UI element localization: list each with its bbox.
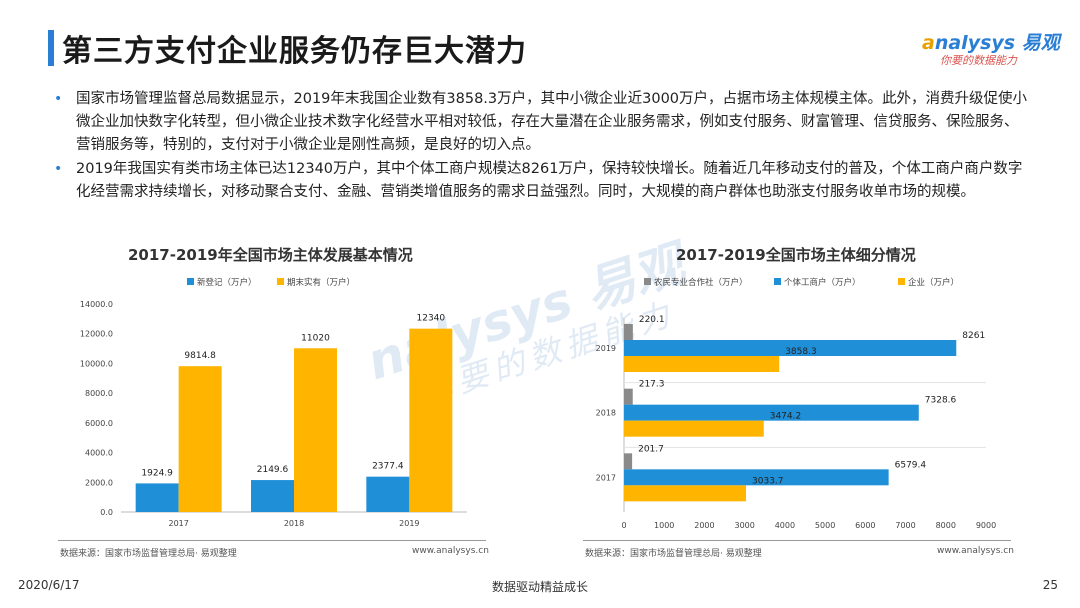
y-tick-label: 14000.0 xyxy=(80,300,113,309)
bar xyxy=(624,485,747,502)
y-tick-label: 8000.0 xyxy=(85,389,113,398)
legend-label: 农民专业合作社（万户） xyxy=(654,277,748,288)
bullet-text: 国家市场管理监督总局数据显示，2019年末我国企业数有3858.3万户，其中小微… xyxy=(76,91,1028,153)
bar xyxy=(178,366,222,512)
data-label: 3474.2 xyxy=(770,412,802,422)
bullet-item: • 2019年我国实有类市场主体已达12340万户，其中个体工商户规模达8261… xyxy=(50,158,1030,204)
bar xyxy=(624,356,780,372)
y-tick-label: 12000.0 xyxy=(80,330,113,339)
x-tick-label: 2000 xyxy=(694,521,714,530)
x-tick-label: 5000 xyxy=(815,521,835,530)
y-tick-label: 10000.0 xyxy=(80,359,113,368)
bullet-text: 2019年我国实有类市场主体已达12340万户，其中个体工商户规模达8261万户… xyxy=(76,161,1023,200)
bar xyxy=(624,340,957,356)
footer-slogan: 数据驱动精益成长 xyxy=(491,580,588,594)
data-label: 220.1 xyxy=(639,315,665,325)
legend-swatch xyxy=(644,278,651,285)
legend-label: 新登记（万户） xyxy=(197,277,257,288)
legend-label: 期末实有（万户） xyxy=(287,277,355,288)
data-label: 1924.9 xyxy=(141,468,173,478)
bar xyxy=(624,324,633,340)
right-hbar-chart: 农民专业合作社（万户） 个体工商户（万户） 企业（万户） 0 1000 2000 3000 4… xyxy=(596,277,997,530)
logo-text: nalysys xyxy=(934,32,1016,54)
legend-label: 个体工商户（万户） xyxy=(784,277,861,288)
x-tick-label: 9000 xyxy=(976,521,996,530)
y-tick-label: 0.0 xyxy=(100,508,113,517)
right-site: www.analysys.cn xyxy=(937,546,1014,556)
y-tick-label: 6000.0 xyxy=(85,419,113,428)
bullet-dot-icon: • xyxy=(54,161,63,177)
data-label: 217.3 xyxy=(639,380,665,390)
right-source: 数据来源：国家市场监督管理总局· 易观整理 xyxy=(585,549,762,559)
data-label: 2377.4 xyxy=(372,462,404,472)
bar xyxy=(624,453,633,470)
right-source-divider xyxy=(583,540,1011,541)
footer-date: 2020/6/17 xyxy=(18,578,80,592)
title-accent-bar xyxy=(48,30,54,66)
x-tick-label: 2017 xyxy=(168,519,188,528)
brand-logo: analysys 易观 你要的数据能力 xyxy=(922,28,1062,72)
data-label: 6579.4 xyxy=(895,460,927,470)
left-bar-chart: 新登记（万户） 期末实有（万户） 0.0 2000.0 4000.0 6000.0 8000… xyxy=(80,277,467,528)
x-tick-label: 7000 xyxy=(895,521,915,530)
data-label: 12340 xyxy=(417,314,446,324)
bar xyxy=(366,476,410,512)
bullet-item: • 国家市场管理监督总局数据显示，2019年末我国企业数有3858.3万户，其中… xyxy=(50,88,1030,157)
bullet-list: • 国家市场管理监督总局数据显示，2019年末我国企业数有3858.3万户，其中… xyxy=(50,88,1030,205)
x-tick-label: 1000 xyxy=(654,521,674,530)
legend-swatch xyxy=(187,278,194,285)
legend-swatch xyxy=(774,278,781,285)
data-label: 2149.6 xyxy=(257,465,289,475)
logo-wordmark: analysys 易观 xyxy=(922,28,1060,55)
x-tick-label: 6000 xyxy=(855,521,875,530)
x-tick-label: 2018 xyxy=(284,519,304,528)
logo-letter: a xyxy=(922,32,935,54)
data-label: 8261 xyxy=(962,331,985,341)
x-tick-label: 3000 xyxy=(734,521,754,530)
bar xyxy=(624,420,764,437)
bar xyxy=(624,388,633,405)
page-title: 第三方支付企业服务仍存巨大潜力 xyxy=(62,34,527,69)
legend-swatch xyxy=(898,278,905,285)
left-source-divider xyxy=(58,540,486,541)
logo-cn: 易观 xyxy=(1021,32,1060,54)
legend-swatch xyxy=(277,278,284,285)
y-tick-label: 2018 xyxy=(596,409,616,418)
x-tick-label: 8000 xyxy=(936,521,956,530)
x-tick-label: 4000 xyxy=(775,521,795,530)
data-label: 9814.8 xyxy=(184,351,216,361)
legend-label: 企业（万户） xyxy=(908,277,959,288)
bar xyxy=(624,469,889,486)
right-chart-title: 2017-2019全国市场主体细分情况 xyxy=(676,246,916,264)
bar xyxy=(294,348,337,512)
data-label: 3858.3 xyxy=(785,347,817,357)
bullet-dot-icon: • xyxy=(54,91,63,107)
y-tick-label: 2019 xyxy=(596,344,616,353)
bar xyxy=(135,483,179,512)
x-tick-label: 2019 xyxy=(399,519,419,528)
y-tick-label: 2000.0 xyxy=(85,478,113,487)
x-tick-label: 0 xyxy=(621,521,626,530)
bar xyxy=(251,480,294,512)
y-tick-label: 2017 xyxy=(596,473,616,482)
left-source: 数据来源：国家市场监督管理总局· 易观整理 xyxy=(60,549,237,559)
data-label: 201.7 xyxy=(638,444,664,454)
bar xyxy=(624,404,919,421)
left-site: www.analysys.cn xyxy=(412,546,489,556)
data-label: 7328.6 xyxy=(925,396,957,406)
y-tick-label: 4000.0 xyxy=(85,449,113,458)
data-label: 11020 xyxy=(301,333,330,343)
data-label: 3033.7 xyxy=(752,476,784,486)
logo-slogan: 你要的数据能力 xyxy=(940,54,1017,67)
page-number: 25 xyxy=(1042,578,1058,592)
left-chart-title: 2017-2019年全国市场主体发展基本情况 xyxy=(128,246,413,264)
bar xyxy=(409,328,453,512)
